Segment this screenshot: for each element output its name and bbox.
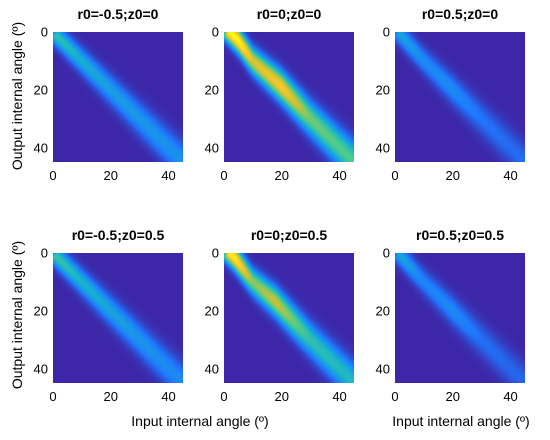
heatmap-panel [53, 253, 183, 383]
panel-title: r0=0;z0=0.5 [250, 227, 328, 243]
y-tick-label: 0 [382, 245, 390, 261]
x-tick-label: 20 [445, 168, 460, 183]
y-tick-label: 40 [375, 361, 390, 377]
panel-title: r0=0.5;z0=0 [421, 6, 499, 22]
x-tick-label: 0 [49, 389, 57, 404]
x-axis-label: Input internal angle (º) [392, 413, 530, 429]
y-tick-label: 20 [204, 303, 219, 319]
panel-title: r0=-0.5;z0=0 [77, 6, 159, 22]
x-tick-label: 40 [161, 168, 176, 183]
y-tick-label: 40 [33, 361, 48, 377]
y-tick-label: 20 [375, 303, 390, 319]
x-tick-label: 0 [391, 389, 399, 404]
x-tick-label: 0 [220, 168, 228, 183]
heatmap-panel [395, 32, 525, 162]
y-tick-label: 0 [382, 24, 390, 40]
heatmap-panel [224, 32, 354, 162]
heatmap-panel [395, 253, 525, 383]
x-axis-label: Input internal angle (º) [131, 413, 269, 429]
y-tick-label: 20 [204, 82, 219, 98]
heatmap-panel [224, 253, 354, 383]
x-tick-label: 20 [103, 168, 118, 183]
panel-title: r0=0.5;z0=0.5 [416, 227, 504, 243]
x-tick-label: 40 [503, 168, 518, 183]
y-axis-label-row1: Output internal angle (º) [9, 21, 25, 171]
x-tick-label: 20 [445, 389, 460, 404]
y-tick-label: 0 [211, 245, 219, 261]
y-tick-label: 0 [40, 245, 48, 261]
x-tick-label: 0 [49, 168, 57, 183]
x-tick-label: 20 [274, 168, 289, 183]
y-tick-label: 20 [375, 82, 390, 98]
y-axis-label-row2: Output internal angle (º) [9, 240, 25, 390]
y-tick-label: 40 [375, 140, 390, 156]
panel-title: r0=0;z0=0 [256, 6, 322, 22]
x-tick-label: 0 [220, 389, 228, 404]
y-tick-label: 0 [211, 24, 219, 40]
x-tick-label: 40 [503, 389, 518, 404]
y-tick-label: 20 [33, 303, 48, 319]
x-tick-label: 40 [332, 389, 347, 404]
y-tick-label: 40 [204, 361, 219, 377]
x-tick-label: 20 [274, 389, 289, 404]
x-tick-label: 40 [161, 389, 176, 404]
heatmap-panel [53, 32, 183, 162]
y-tick-label: 20 [33, 82, 48, 98]
y-tick-label: 0 [40, 24, 48, 40]
x-tick-label: 20 [103, 389, 118, 404]
x-tick-label: 0 [391, 168, 399, 183]
y-tick-label: 40 [204, 140, 219, 156]
panel-title: r0=-0.5;z0=0.5 [71, 227, 165, 243]
x-tick-label: 40 [332, 168, 347, 183]
y-tick-label: 40 [33, 140, 48, 156]
